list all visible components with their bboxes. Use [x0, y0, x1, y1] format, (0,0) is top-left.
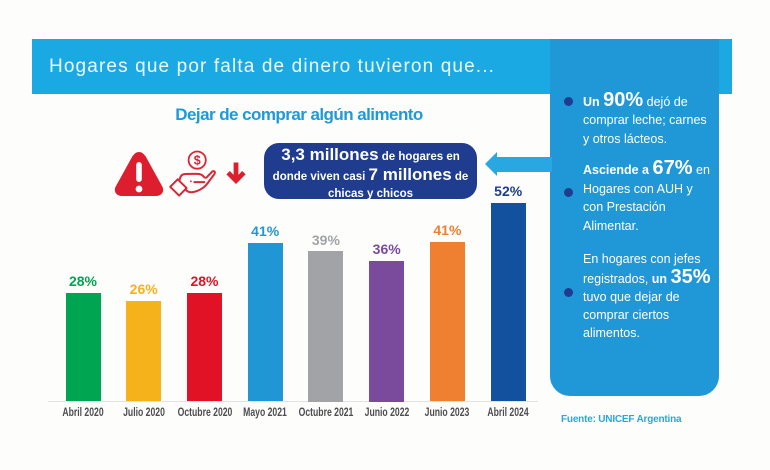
svg-text:$: $ [194, 154, 201, 168]
